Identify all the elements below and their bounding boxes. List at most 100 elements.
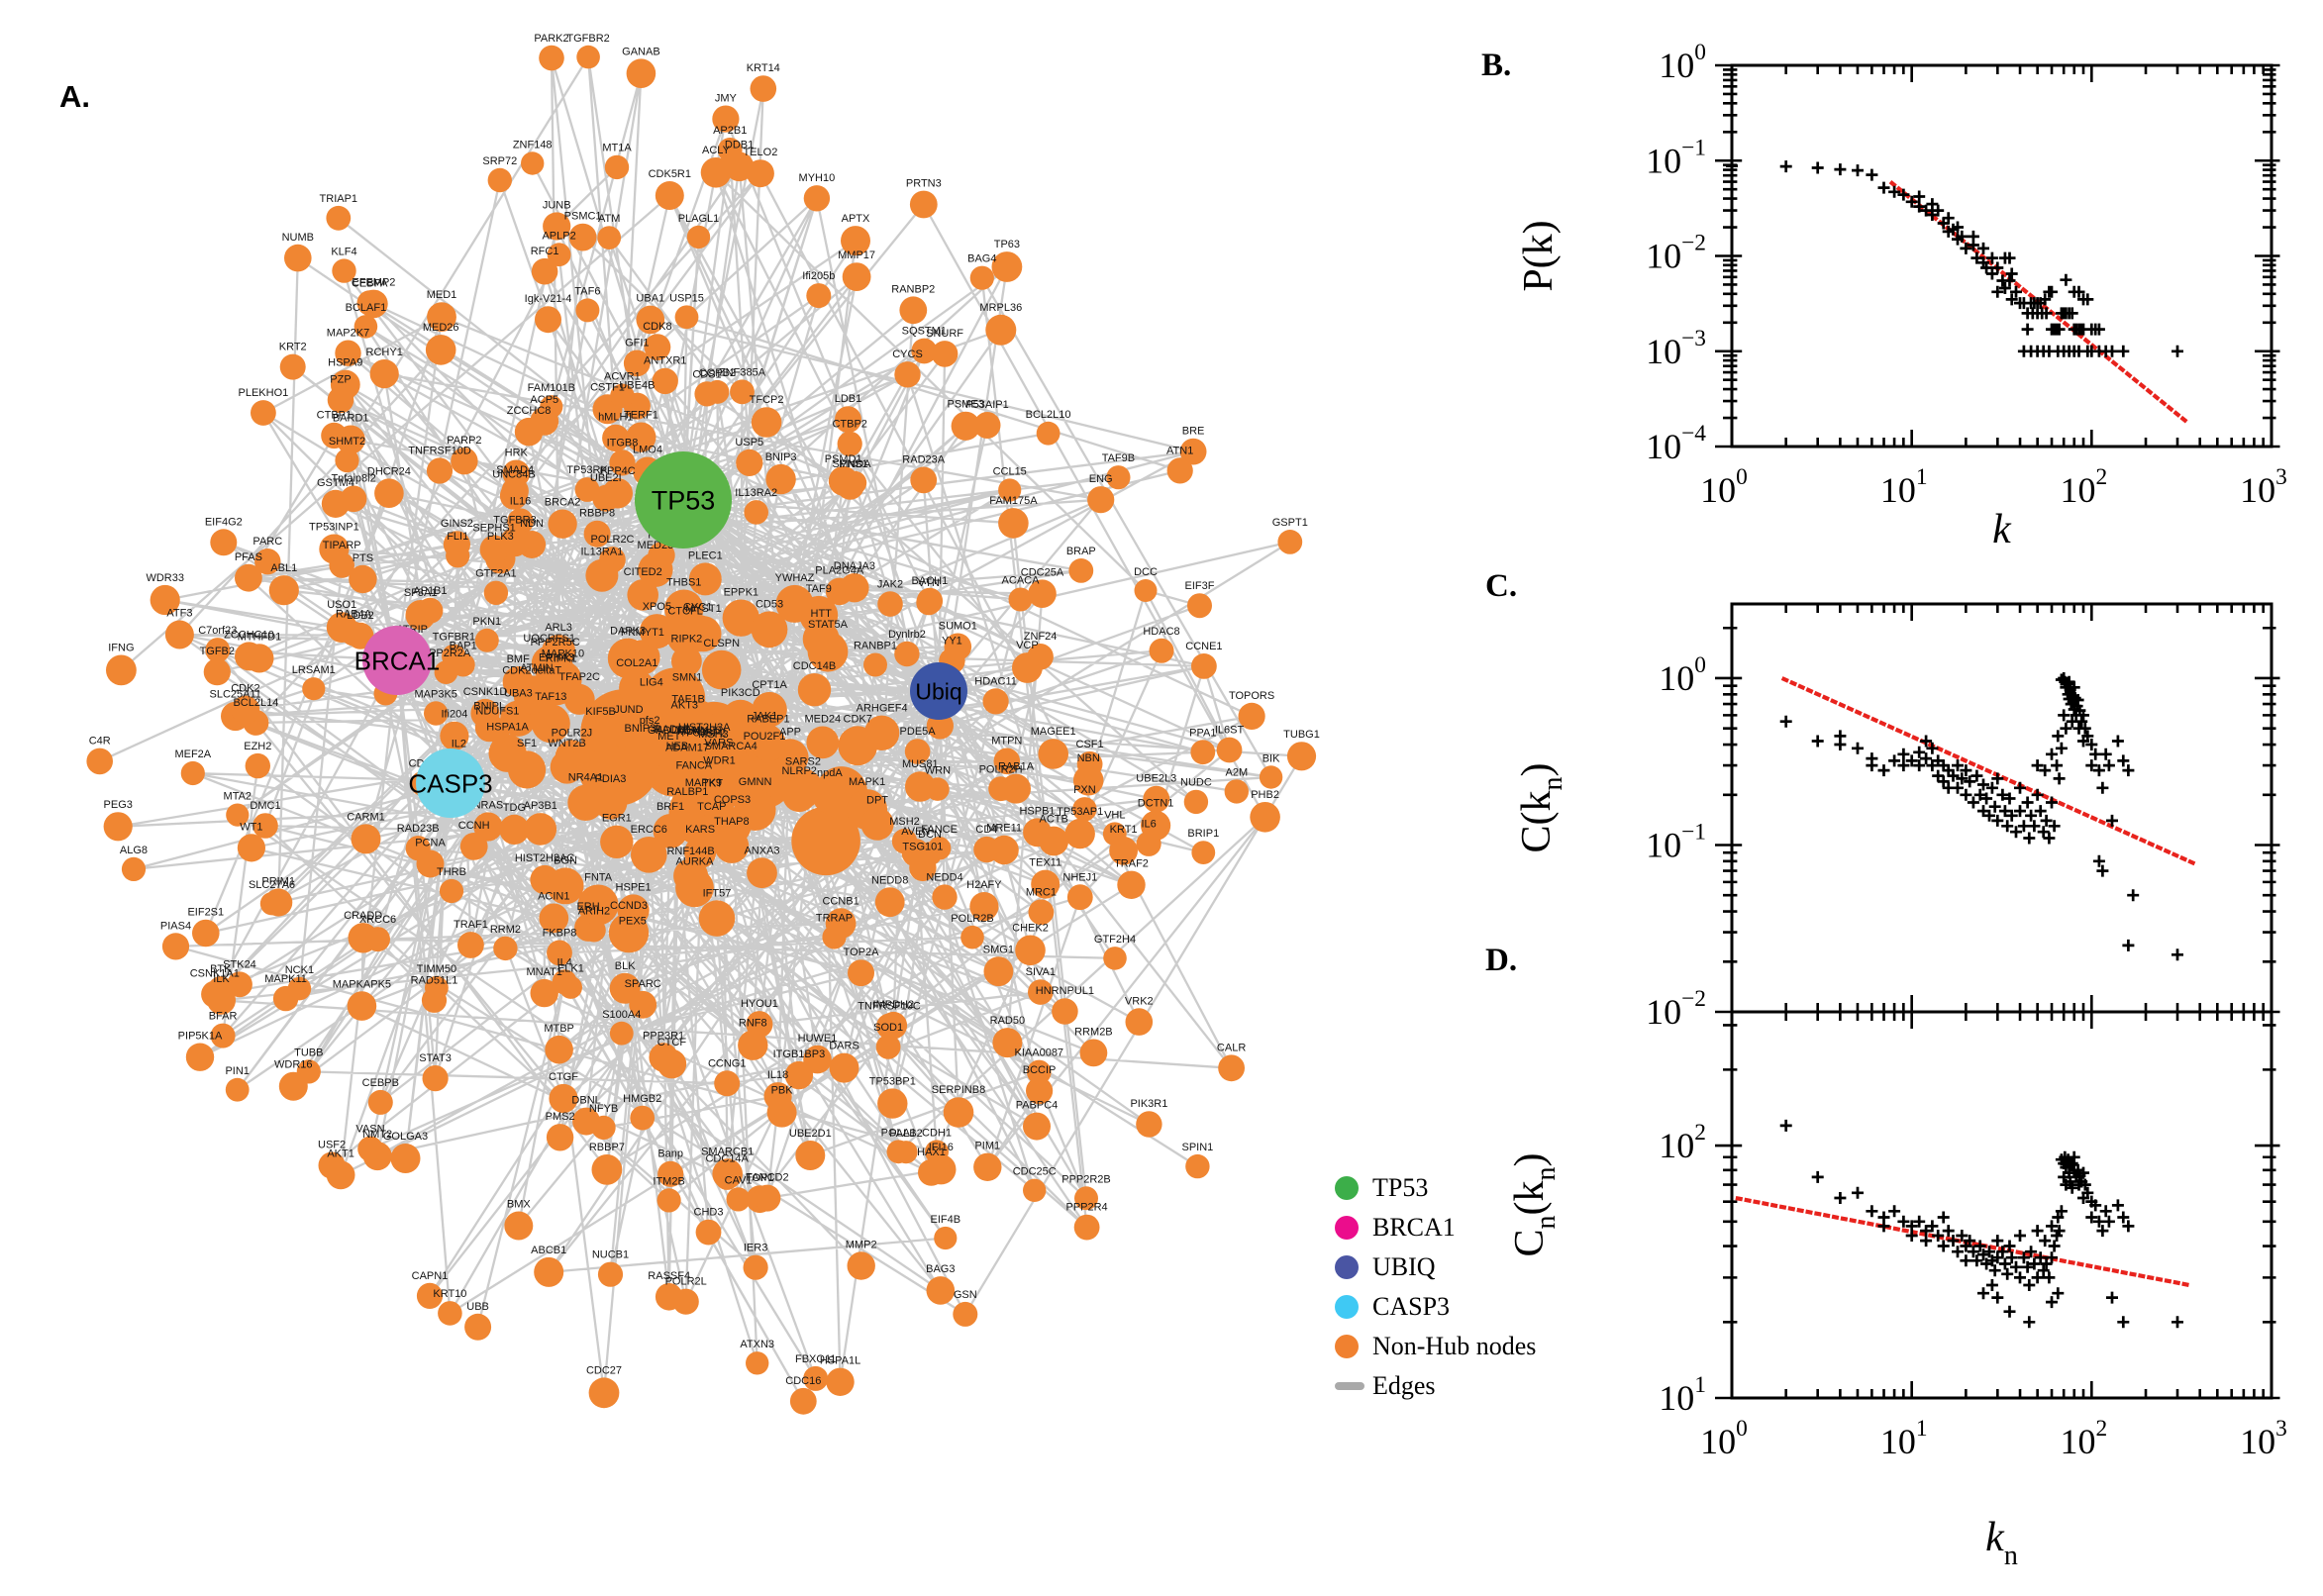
network-node — [513, 677, 551, 715]
network-node — [848, 959, 874, 987]
network-node-label: STK24 — [223, 959, 256, 971]
network-node-label: MAP2K7 — [327, 328, 369, 340]
network-node-label: APP — [779, 726, 801, 738]
network-node — [1074, 1186, 1098, 1211]
network-node — [992, 1028, 1023, 1058]
network-node-label: TP53BP2 — [679, 728, 726, 740]
network-node-label: MAGEE1 — [1031, 726, 1076, 738]
network-node-label: BARD1 — [333, 412, 369, 424]
network-node-label: RRM2 — [490, 924, 521, 936]
network-node-label: HMGB2 — [623, 1093, 661, 1105]
network-node — [743, 1254, 768, 1280]
network-node-label: PIK3CD — [721, 687, 760, 699]
network-node — [549, 1083, 578, 1114]
network-node — [161, 933, 190, 960]
network-node-label: BGN — [554, 855, 577, 867]
x-axis-title: k — [1992, 507, 2012, 552]
network-node-label: FKBP8 — [543, 927, 577, 939]
network-node-label: AURKA — [676, 855, 715, 867]
network-node-label: MTPN — [991, 736, 1022, 748]
network-node — [841, 226, 870, 256]
network-node-label: YY1 — [942, 635, 962, 647]
network-node-label: H2AFY — [966, 879, 1002, 891]
network-node-label: CDK8 — [643, 321, 671, 333]
network-node-label: CDC16 — [785, 1375, 821, 1387]
network-node-label: HUWE1 — [798, 1033, 838, 1045]
network-node — [1015, 935, 1046, 966]
network-node-label: NDUFS1 — [475, 705, 519, 717]
network-node-label: UBE2I — [590, 472, 622, 484]
network-node-label: TRAF1 — [454, 919, 488, 931]
panel-c-label: C. — [1485, 568, 1518, 604]
network-node — [1079, 1039, 1108, 1067]
network-node — [782, 777, 817, 813]
network-node — [1218, 1054, 1245, 1082]
network-node — [750, 75, 777, 102]
tick-label: 103 — [2240, 1416, 2287, 1461]
plot-frame — [1730, 63, 2273, 449]
network-node-label: SLC25A11 — [210, 689, 261, 701]
network-node — [944, 633, 972, 661]
network-node-label: CDS1 — [692, 368, 721, 380]
network-node-label: IFI16 — [929, 1142, 954, 1153]
legend-label: TP53 — [1372, 1173, 1429, 1202]
network-node-label: GTF2H4 — [1094, 934, 1136, 946]
network-node — [730, 379, 755, 405]
hub-tp53: TP53 — [635, 451, 732, 549]
network-node — [597, 1261, 624, 1287]
network-node-label: GMNN — [739, 776, 772, 788]
network-node-label: CCL15 — [993, 465, 1027, 477]
network-node — [530, 978, 558, 1008]
network-node — [597, 226, 622, 250]
network-node-label: JAK2 — [877, 578, 903, 590]
network-node — [416, 849, 445, 878]
network-node — [627, 579, 658, 611]
network-node-label: PLEC1 — [688, 549, 723, 561]
network-node-label: CEBPB — [362, 1077, 399, 1089]
network-node — [180, 760, 205, 786]
network-node-label: RAD50 — [990, 1015, 1025, 1027]
network-node — [655, 181, 684, 210]
network-node-label: FBXO11 — [795, 1353, 836, 1365]
network-node — [547, 243, 571, 267]
network-node-label: ANTXR1 — [644, 355, 686, 367]
network-node-label: RAB1A — [998, 761, 1035, 773]
network-node — [674, 305, 699, 330]
network-node-label: TNFRSF10C — [858, 1001, 921, 1013]
network-node — [575, 298, 600, 323]
network-node-label: Ifi205b — [802, 270, 835, 282]
network-node — [636, 305, 665, 335]
network-node — [210, 529, 238, 556]
network-node-label: RIPK1 — [546, 653, 577, 665]
network-node-label: MMP17 — [838, 249, 875, 261]
tick-label: 10−2 — [1646, 231, 1706, 276]
network-node — [1166, 457, 1193, 484]
network-node — [969, 892, 999, 922]
network-node-label: MSH3 — [698, 729, 729, 741]
network-node — [905, 771, 936, 802]
network-node — [626, 422, 656, 452]
network-node-label: TFAP2C — [558, 671, 600, 683]
network-node-label: THAP8 — [714, 816, 749, 828]
network-node — [548, 509, 577, 539]
panel-d-label: D. — [1485, 943, 1518, 978]
network-node-label: DBNL — [571, 1095, 600, 1107]
network-node — [629, 990, 657, 1019]
network-node-label: AVEN — [901, 826, 930, 838]
network-node — [847, 1251, 875, 1280]
network-node-label: PZP — [330, 374, 351, 386]
network-node — [738, 1030, 768, 1060]
network-node-label: IL13RA1 — [580, 547, 623, 558]
network-node — [574, 477, 600, 502]
network-node-label: A2M — [1225, 766, 1248, 778]
network-node — [321, 422, 348, 449]
network-node-label: BMX — [507, 1199, 532, 1211]
network-node — [1028, 979, 1054, 1005]
network-node — [694, 381, 720, 407]
network-node-label: FNTA — [584, 872, 613, 884]
network-node — [625, 640, 660, 675]
network-node-label: CDK2 — [231, 683, 259, 695]
network-node-label: HSPA9 — [328, 357, 362, 369]
network-node-label: TSG101 — [902, 842, 943, 853]
